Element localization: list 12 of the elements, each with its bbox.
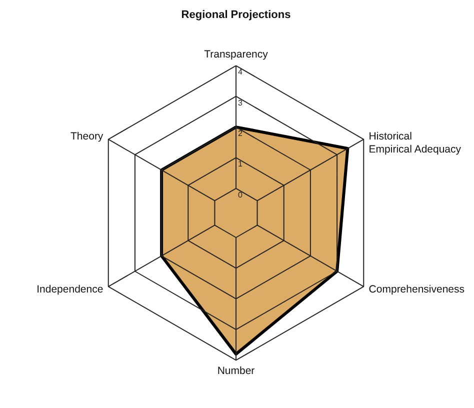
spoke-label: Number — [217, 365, 256, 378]
chart-title: Regional Projections — [181, 9, 291, 21]
spoke-label: Historical Empirical Adequacy — [368, 130, 462, 156]
y-tick-label: 0 — [238, 190, 243, 200]
y-tick-label: 3 — [238, 98, 243, 108]
spoke-label: Comprehensiveness — [368, 284, 465, 296]
spoke-label: Theory — [70, 130, 104, 142]
y-tick-label: 4 — [238, 68, 243, 77]
spoke-label: Transparency — [204, 48, 269, 61]
y-tick-label: 1 — [238, 160, 243, 169]
spoke-label: Independence — [36, 284, 104, 296]
y-tick-label: 2 — [238, 129, 243, 138]
